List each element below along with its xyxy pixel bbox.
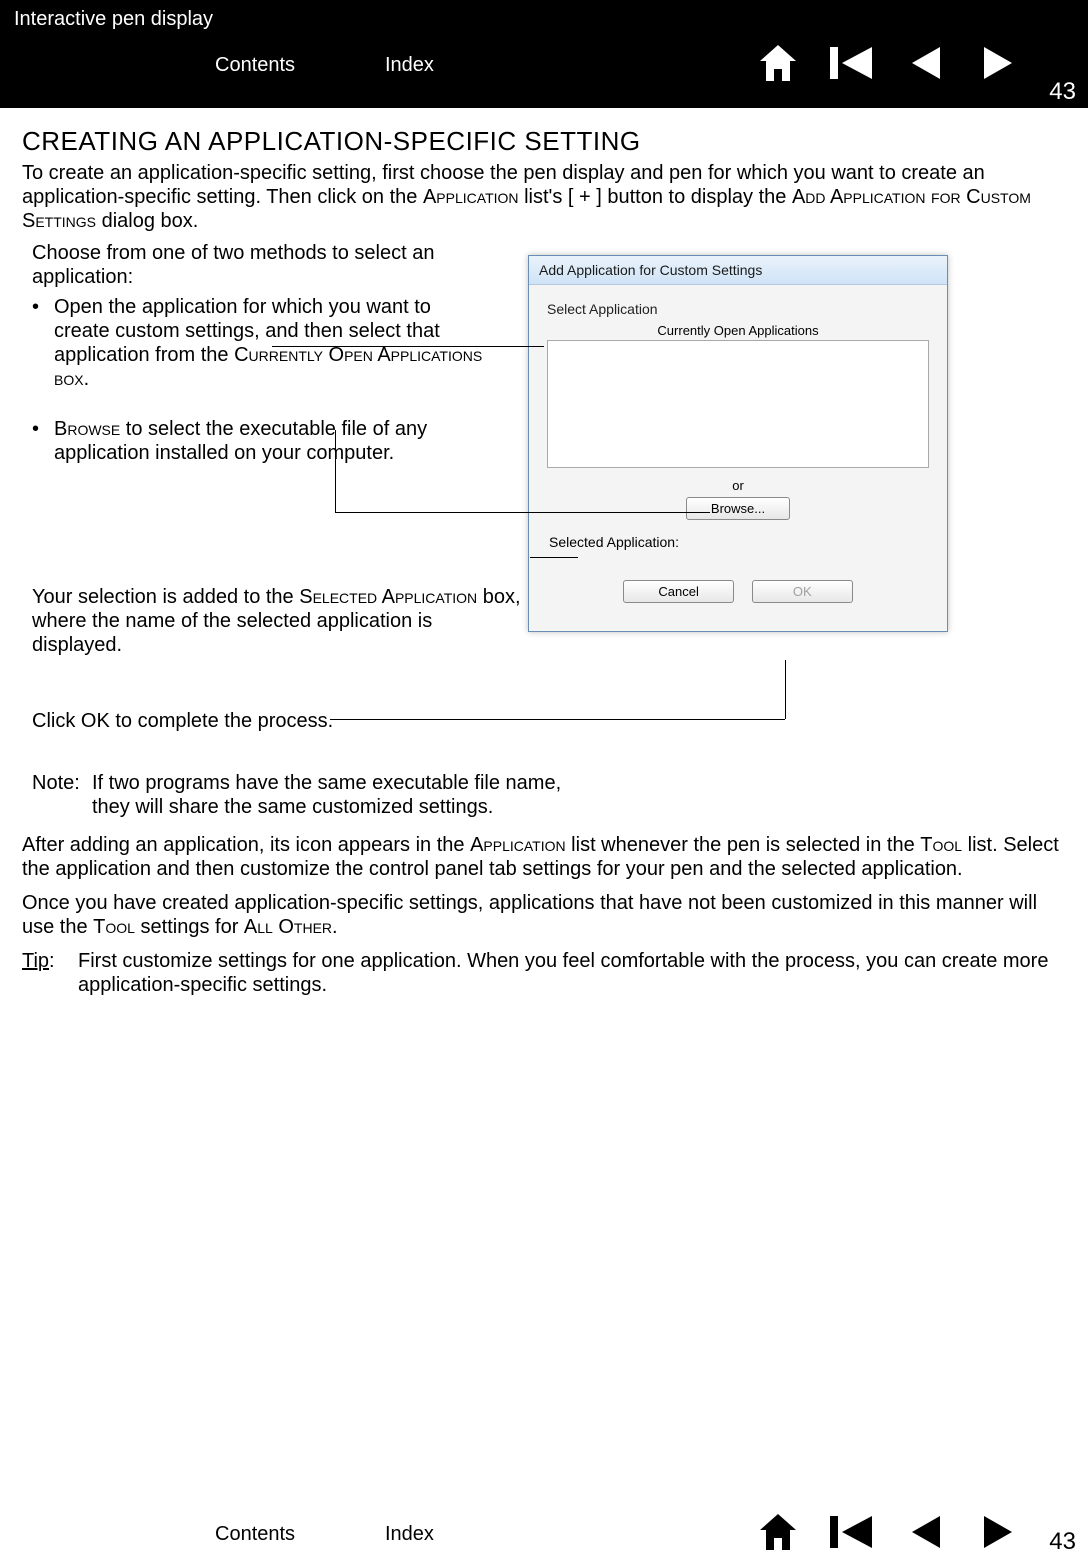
prev-page-icon[interactable] <box>904 1510 948 1559</box>
home-icon[interactable] <box>756 1510 800 1559</box>
leader-line <box>335 430 336 512</box>
once-smallcaps-all: All Other <box>244 916 332 938</box>
once-paragraph: Once you have created application-specif… <box>22 891 1066 939</box>
select-application-label: Select Application <box>547 301 929 317</box>
selection-note: Your selection is added to the Selected … <box>32 585 527 657</box>
index-link-footer[interactable]: Index <box>385 1523 434 1546</box>
leader-line <box>785 660 786 719</box>
after-text-b: list whenever the pen is selected in the <box>566 834 921 856</box>
browse-row: Browse... <box>547 497 929 520</box>
prev-page-icon[interactable] <box>904 41 948 90</box>
tip-text: First customize settings for one applica… <box>78 949 1066 997</box>
selection-smallcaps: Selected Application <box>299 586 477 608</box>
home-icon[interactable] <box>756 41 800 90</box>
dialog-titlebar: Add Application for Custom Settings <box>529 256 947 285</box>
intro-paragraph: To create an application-specific settin… <box>22 161 1066 233</box>
header-title: Interactive pen display <box>14 8 213 31</box>
nav-icons <box>756 41 1020 90</box>
tip-label-wrap: Tip: <box>22 949 78 997</box>
next-page-icon[interactable] <box>976 1510 1020 1559</box>
page-number-top: 43 <box>1049 78 1076 106</box>
after-paragraph: After adding an application, its icon ap… <box>22 833 1066 881</box>
index-link[interactable]: Index <box>385 54 434 77</box>
next-page-icon[interactable] <box>976 41 1020 90</box>
after-text-a: After adding an application, its icon ap… <box>22 834 470 856</box>
click-ok-note: Click OK to complete the process. <box>32 709 1066 733</box>
dialog-footer: Cancel OK <box>547 580 929 617</box>
tip-row: Tip: First customize settings for one ap… <box>22 949 1066 997</box>
contents-link-footer[interactable]: Contents <box>215 1523 295 1546</box>
note-block: Note: If two programs have the same exec… <box>32 771 592 819</box>
leader-line <box>530 557 578 558</box>
bullet1-text-b: . <box>84 368 90 390</box>
selection-text-a: Your selection is added to the <box>32 586 299 608</box>
page-footer: Contents Index 43 <box>0 1504 1088 1564</box>
first-page-icon[interactable] <box>828 41 876 90</box>
once-text-c: . <box>332 916 338 938</box>
note-label: Note: <box>32 771 92 819</box>
selected-application-label: Selected Application: <box>549 534 929 550</box>
cancel-button[interactable]: Cancel <box>623 580 733 603</box>
header-nav: Contents Index 43 <box>0 30 1088 100</box>
intro-text-b: list's [ + ] button to display the <box>519 186 792 208</box>
first-page-icon[interactable] <box>828 1510 876 1559</box>
leader-line <box>272 346 544 347</box>
bullet-2-text: Browse to select the executable file of … <box>54 417 484 465</box>
bullet-1-text: Open the application for which you want … <box>54 295 484 391</box>
after-smallcaps-tool: Tool <box>920 834 962 856</box>
tip-label: Tip <box>22 950 49 972</box>
bullet-marker: • <box>32 417 54 465</box>
ok-button[interactable]: OK <box>752 580 853 603</box>
once-smallcaps-tool: Tool <box>93 916 135 938</box>
footer-nav-icons <box>756 1510 1020 1559</box>
currently-open-listbox[interactable] <box>547 340 929 468</box>
once-text-b: settings for <box>135 916 244 938</box>
add-application-dialog: Add Application for Custom Settings Sele… <box>528 255 948 632</box>
contents-link[interactable]: Contents <box>215 54 295 77</box>
bullet2-smallcaps: Browse <box>54 418 120 440</box>
methods-label: Choose from one of two methods to select… <box>32 241 492 289</box>
currently-open-label: Currently Open Applications <box>547 321 929 340</box>
page-heading: CREATING AN APPLICATION-SPECIFIC SETTING <box>22 126 1066 157</box>
tip-colon: : <box>49 950 55 972</box>
after-smallcaps-app: Application <box>470 834 566 856</box>
browse-button[interactable]: Browse... <box>686 497 790 520</box>
intro-text-c: dialog box. <box>96 210 198 232</box>
leader-line <box>330 719 785 720</box>
dialog-body: Select Application Currently Open Applic… <box>529 285 947 631</box>
bullet-marker: • <box>32 295 54 391</box>
note-text: If two programs have the same executable… <box>92 771 592 819</box>
page-header: Interactive pen display Contents Index 4… <box>0 0 1088 108</box>
page-number-bottom: 43 <box>1049 1528 1076 1556</box>
or-label: or <box>547 478 929 493</box>
intro-smallcaps-application: Application <box>423 186 519 208</box>
leader-line <box>335 512 710 513</box>
